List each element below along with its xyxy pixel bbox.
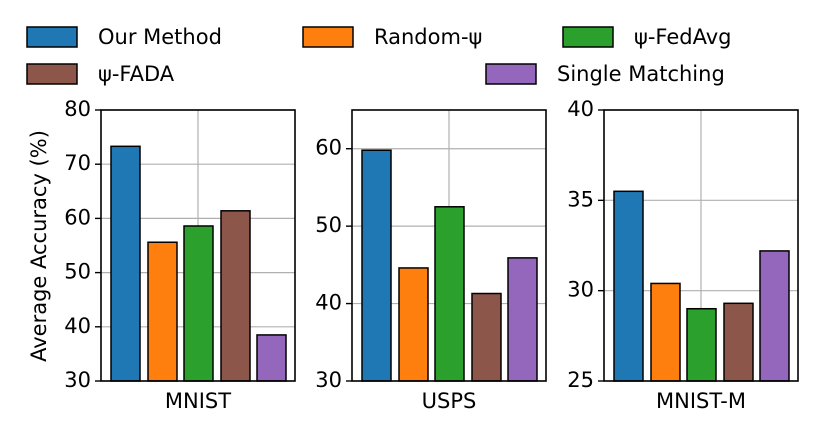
bar — [686, 307, 717, 382]
bar — [650, 282, 681, 382]
bar — [507, 257, 538, 382]
legend-item: Single Matching — [485, 62, 725, 86]
y-tick-label: 50 — [64, 260, 91, 284]
legend-swatch — [302, 26, 354, 48]
bar — [759, 250, 790, 382]
y-tick-label: 30 — [315, 368, 342, 392]
axes-frame — [603, 109, 799, 382]
bar — [613, 190, 644, 382]
bar — [110, 145, 141, 382]
bar — [723, 302, 754, 382]
legend-item: ψ-FedAvg — [562, 25, 732, 49]
legend-swatch — [26, 26, 78, 48]
legend-label: ψ-FedAvg — [634, 25, 732, 49]
y-tick-label: 30 — [567, 278, 594, 302]
bar — [398, 267, 429, 382]
legend-label: Our Method — [98, 25, 222, 49]
y-tick-label: 70 — [64, 151, 91, 175]
y-tick-label: 60 — [64, 205, 91, 229]
bar — [183, 225, 214, 382]
y-tick-label: 40 — [64, 314, 91, 338]
legend-label: Single Matching — [557, 62, 725, 86]
y-axis-label: Average Accuracy (%) — [27, 130, 51, 362]
x-axis-label: MNIST — [165, 389, 231, 413]
y-tick-label: 30 — [64, 368, 91, 392]
chart-panels: 30 40 50 60 70 80 MNIST 30 40 50 60 USPS 25 30 35 40 MNI… — [64, 97, 799, 413]
y-tick-label: 25 — [567, 368, 594, 392]
legend-item: Our Method — [26, 25, 222, 49]
legend-item: ψ-FADA — [26, 62, 175, 86]
legend-label: Random-ψ — [374, 25, 482, 49]
bar — [471, 292, 502, 382]
y-tick-label: 50 — [315, 213, 342, 237]
legend-swatch — [485, 63, 537, 85]
chart-panel: 30 40 50 60 USPS — [315, 109, 547, 413]
chart-panel: 25 30 35 40 MNIST-M — [567, 97, 799, 413]
x-axis-label: MNIST-M — [656, 389, 746, 413]
y-tick-label: 60 — [315, 136, 342, 160]
y-tick-label: 40 — [567, 97, 594, 121]
legend: Our Method Random-ψ ψ-FedAvg ψ-FADA Single M… — [26, 25, 732, 86]
bar — [147, 241, 178, 382]
axes-frame — [351, 109, 547, 382]
legend-item: Random-ψ — [302, 25, 482, 49]
x-axis-label: USPS — [422, 389, 477, 413]
chart-panel: 30 40 50 60 70 80 MNIST — [64, 97, 296, 413]
bar — [434, 206, 465, 382]
bar — [220, 210, 251, 382]
bar — [361, 149, 392, 382]
y-tick-label: 40 — [315, 291, 342, 315]
axes-frame — [100, 109, 296, 382]
legend-swatch — [562, 26, 614, 48]
legend-label: ψ-FADA — [98, 62, 175, 86]
y-tick-label: 80 — [64, 97, 91, 121]
bar — [256, 334, 287, 382]
y-tick-label: 35 — [567, 187, 594, 211]
legend-swatch — [26, 63, 78, 85]
